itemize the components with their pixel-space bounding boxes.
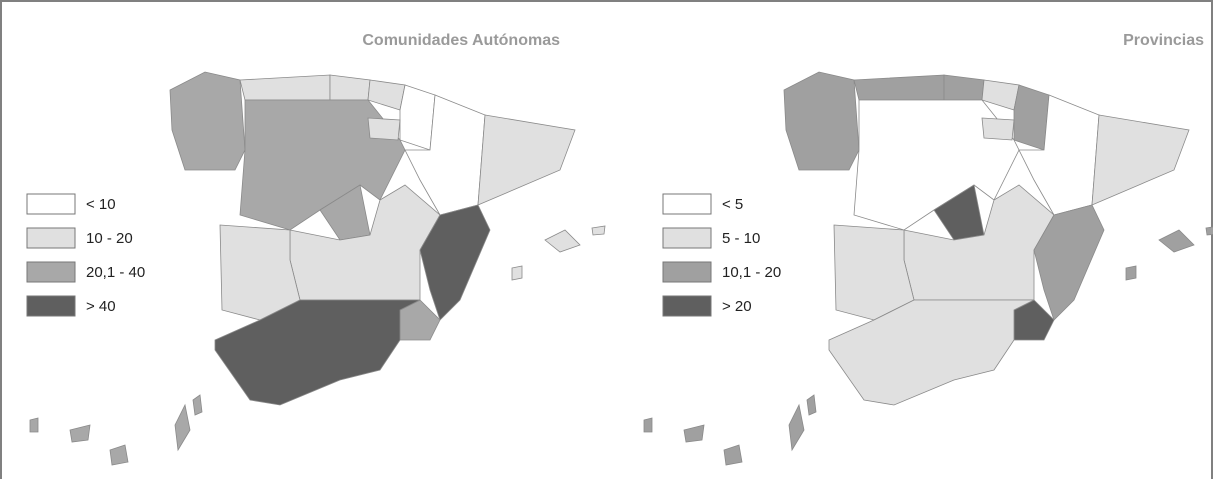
canarias-4: [644, 418, 652, 432]
canarias-3: [789, 405, 804, 450]
galicia: [784, 72, 859, 170]
ibiza: [1126, 266, 1136, 280]
legend-swatch: [27, 262, 75, 282]
canarias-2: [684, 425, 704, 442]
menorca: [592, 226, 605, 235]
canarias-5: [807, 395, 816, 415]
panel-title: Comunidades Autónomas: [362, 32, 560, 49]
legend-swatch: [663, 194, 711, 214]
legend-swatch: [27, 194, 75, 214]
legend-label: 10,1 - 20: [722, 264, 781, 281]
asturias: [240, 75, 330, 100]
legend-label: < 10: [86, 196, 116, 213]
canarias-3: [175, 405, 190, 450]
navarra: [1014, 85, 1049, 150]
cataluna: [478, 115, 575, 205]
canarias-1: [724, 445, 742, 465]
legend-label: < 5: [722, 196, 743, 213]
la-rioja: [982, 118, 1014, 140]
ibiza: [512, 266, 522, 280]
legend-swatch: [663, 296, 711, 316]
legend-swatch: [27, 296, 75, 316]
mallorca: [1159, 230, 1194, 252]
menorca: [1206, 226, 1213, 235]
map-figure: Comunidades Autónomas Provincias < 10 10 …: [0, 0, 1213, 479]
canarias-4: [30, 418, 38, 432]
la-rioja: [368, 118, 400, 140]
legend-swatch: [663, 228, 711, 248]
canarias-1: [110, 445, 128, 465]
canarias-2: [70, 425, 90, 442]
legend-label: 20,1 - 40: [86, 264, 145, 281]
legend-label: > 20: [722, 298, 752, 315]
cantabria: [944, 75, 984, 100]
mallorca: [545, 230, 580, 252]
canarias-5: [193, 395, 202, 415]
legend-label: 10 - 20: [86, 230, 133, 247]
navarra: [400, 85, 435, 150]
legend-label: > 40: [86, 298, 116, 315]
cantabria: [330, 75, 370, 100]
galicia: [170, 72, 245, 170]
panel-title: Provincias: [1123, 32, 1204, 49]
asturias: [854, 75, 944, 100]
cataluna: [1092, 115, 1189, 205]
pais-vasco: [982, 80, 1019, 110]
legend-swatch: [663, 262, 711, 282]
legend-label: 5 - 10: [722, 230, 760, 247]
pais-vasco: [368, 80, 405, 110]
legend-swatch: [27, 228, 75, 248]
